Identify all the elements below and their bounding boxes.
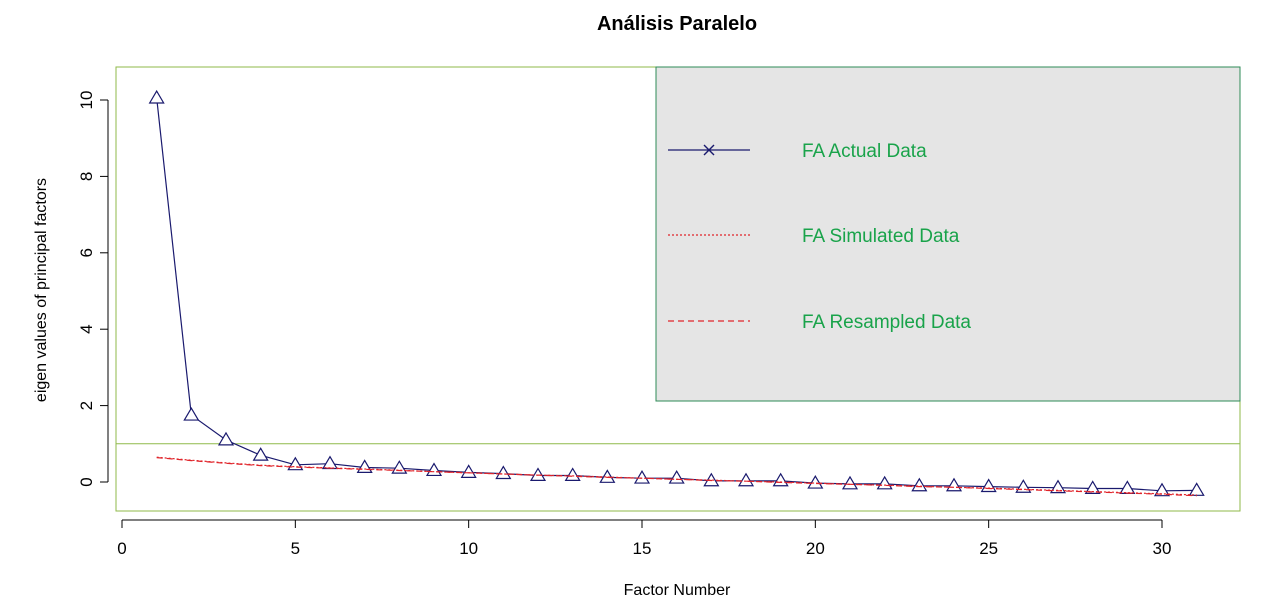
y-tick-label: 4 [77,324,96,333]
data-point-triangle [1188,482,1205,496]
data-point-triangle [495,465,512,480]
y-tick-label: 0 [77,477,96,486]
x-tick-label: 15 [633,539,652,558]
legend-cross-marker [703,144,715,156]
data-point-triangle [183,406,200,421]
y-tick-label: 8 [77,172,96,181]
data-point-triangle [841,475,859,490]
y-tick-label: 6 [77,248,96,257]
legend: FA Actual Data FA Simulated Data FA Resamp… [655,66,1241,402]
data-point-triangle [945,477,963,492]
data-point-triangle [668,469,685,484]
data-point-triangle [599,469,616,483]
y-tick-label: 10 [77,91,96,110]
series-line-3 [156,457,1197,497]
x-axis-label: Factor Number [624,582,731,599]
data-point-triangle [980,478,997,493]
data-point-triangle [876,475,893,490]
legend-label-2: FA Simulated Data [802,226,960,247]
data-point-triangle [425,462,443,477]
data-point-triangle [737,472,755,487]
data-point-triangle [321,455,339,470]
x-tick-label: 5 [291,539,300,558]
data-point-triangle [529,467,547,482]
legend-label-1: FA Actual Data [802,141,927,162]
data-point-triangle [1049,479,1067,494]
data-point-triangle [772,472,789,487]
data-point-triangle [1153,482,1171,497]
y-axis-label: eigen values of principal factors [33,178,50,402]
data-point-triangle [1015,479,1032,493]
legend-label-3: FA Resampled Data [802,312,971,333]
data-point-triangle [460,464,477,478]
data-point-triangle [807,474,824,489]
x-tick-label: 30 [1153,539,1172,558]
data-point-triangle [911,477,928,492]
legend-box [655,66,1241,402]
x-tick-label: 20 [806,539,825,558]
data-point-triangle [252,447,269,461]
y-tick-label: 2 [77,401,96,410]
data-point-triangle [391,460,408,474]
data-point-triangle [564,467,581,482]
data-point-triangle [1084,480,1101,494]
x-tick-label: 0 [117,539,126,558]
data-point-triangle [1119,480,1136,494]
data-point-triangle [148,89,165,104]
chart-title: Análisis Paralelo [597,13,757,35]
plot-area: 0 5 10 15 20 25 30 0 2 4 6 8 10 [77,66,1241,558]
x-tick-label: 25 [979,539,998,558]
data-point-triangle [633,469,651,484]
data-point-triangle [217,431,235,446]
x-tick-label: 10 [459,539,478,558]
